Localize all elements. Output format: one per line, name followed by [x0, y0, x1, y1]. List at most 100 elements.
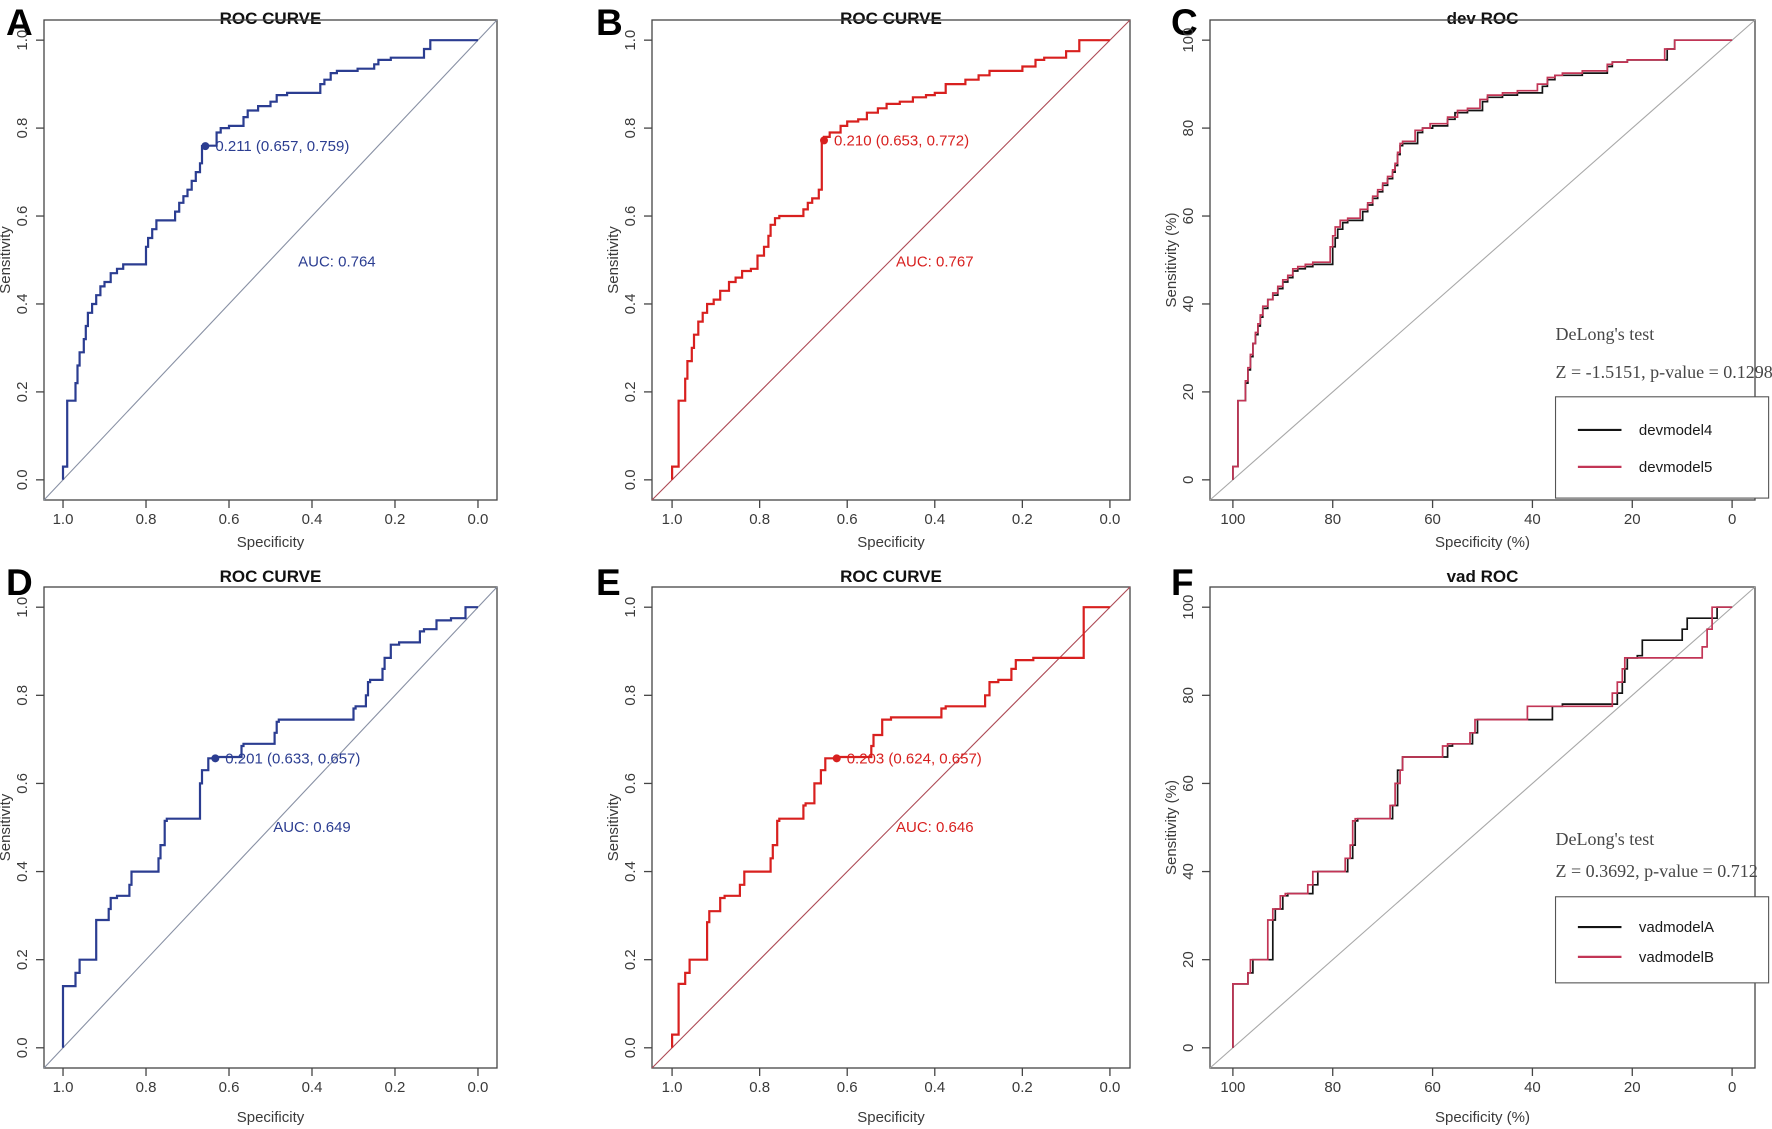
y-tick-label: 0.0 [14, 469, 31, 490]
y-axis-label: Sensitivity [605, 226, 622, 294]
x-tick-label: 80 [1324, 511, 1341, 528]
roc-curve-ROC [671, 606, 1110, 1048]
legend-label-vadmodelA: vadmodelA [1639, 919, 1714, 936]
delong-test-line-2: Z = 0.3692, p-value = 0.712 [1556, 861, 1758, 881]
y-tick-label: 0.2 [622, 381, 639, 402]
panel-b: B ROC CURVE 1.0 0.8 0.6 0.4 0.2 0.0 0.0 0.2 0.4 0.… [570, 0, 1155, 562]
y-tick-label: 0.4 [14, 861, 31, 882]
x-tick-label: 0 [1728, 1079, 1736, 1096]
legend-box [1554, 896, 1770, 984]
x-tick-label: 0.4 [302, 511, 323, 528]
plot-frame [651, 586, 1131, 1069]
plot-title: ROC CURVE [220, 567, 322, 586]
plot-frame [1209, 19, 1756, 501]
plot-title: vad ROC [1447, 567, 1519, 586]
y-tick-label: 40 [1180, 863, 1197, 880]
y-tick-label: 80 [1180, 687, 1197, 704]
auc-label: AUC: 0.646 [896, 819, 974, 836]
y-tick-label: 0.4 [14, 294, 31, 315]
roc-curve-ROC [61, 39, 478, 480]
roc-curve-ROC [61, 606, 478, 1048]
panel-f-chart: vad ROC 100 80 60 40 20 0 0 20 40 60 80 100 Specifici… [1163, 567, 1770, 1126]
panel-e-letter: E [596, 562, 621, 603]
y-tick-label: 0.4 [622, 294, 639, 315]
y-tick-label: 1.0 [622, 30, 639, 51]
y-tick-label: 1.0 [14, 597, 31, 618]
x-tick-label: 0.8 [749, 1079, 770, 1096]
x-axis-label: Specificity [237, 1109, 305, 1126]
panel-a: A ROC CURVE 1.0 0.8 0.6 0.4 0.2 0.0 0.0 0.2 0.4 0.… [0, 0, 570, 562]
legend-box [1554, 396, 1770, 499]
threshold-point [201, 142, 210, 151]
y-tick-label: 0.2 [14, 949, 31, 970]
x-axis-label: Specificity [857, 1109, 925, 1126]
panel-e-chart: ROC CURVE 1.0 0.8 0.6 0.4 0.2 0.0 0.0 0.2 0.4 0.6 0… [605, 567, 1131, 1126]
threshold-point [820, 136, 829, 145]
y-tick-label: 1.0 [622, 597, 639, 618]
x-tick-label: 0.6 [219, 511, 240, 528]
auc-label: AUC: 0.649 [273, 819, 351, 836]
legend-label-devmodel4: devmodel4 [1639, 422, 1712, 439]
legend-label-devmodel5: devmodel5 [1639, 459, 1712, 476]
plot-frame [651, 19, 1131, 501]
y-tick-label: 0.6 [622, 773, 639, 794]
x-tick-label: 0.2 [385, 1079, 406, 1096]
diagonal-reference-line [651, 19, 1131, 501]
threshold-point [832, 754, 841, 763]
x-tick-label: 0.0 [1099, 1079, 1120, 1096]
delong-test-line-1: DeLong's test [1556, 829, 1655, 849]
delong-test-line-2: Z = -1.5151, p-value = 0.1298 [1556, 362, 1772, 382]
plot-frame [43, 19, 498, 501]
diagonal-reference-line [43, 586, 498, 1069]
y-tick-label: 0.0 [14, 1037, 31, 1058]
y-tick-label: 0.8 [14, 118, 31, 139]
y-tick-label: 0.8 [14, 685, 31, 706]
x-tick-label: 100 [1220, 1079, 1245, 1096]
x-tick-label: 0.2 [385, 511, 406, 528]
x-tick-label: 0.0 [468, 511, 489, 528]
threshold-label: 0.201 (0.633, 0.657) [225, 750, 360, 767]
y-tick-label: 40 [1180, 296, 1197, 313]
diagonal-reference-line [651, 586, 1131, 1069]
y-axis-label: Sensitivity (%) [1163, 212, 1180, 307]
y-tick-label: 100 [1180, 28, 1197, 53]
x-tick-label: 0.4 [924, 511, 945, 528]
y-tick-label: 0.8 [622, 685, 639, 706]
y-tick-label: 0.2 [14, 381, 31, 402]
plot-title: ROC CURVE [840, 9, 942, 28]
y-tick-label: 0.6 [622, 206, 639, 227]
x-tick-label: 100 [1220, 511, 1245, 528]
panel-b-chart: ROC CURVE 1.0 0.8 0.6 0.4 0.2 0.0 0.0 0.2 0.4 0.6 0… [605, 9, 1131, 551]
x-axis-label: Specificity (%) [1435, 1109, 1530, 1126]
plot-title: ROC CURVE [840, 567, 942, 586]
x-tick-label: 0.2 [1012, 1079, 1033, 1096]
y-tick-label: 20 [1180, 951, 1197, 968]
plot-frame [1209, 586, 1756, 1069]
x-tick-label: 1.0 [662, 511, 683, 528]
y-tick-label: 0.6 [14, 773, 31, 794]
panel-a-chart: ROC CURVE 1.0 0.8 0.6 0.4 0.2 0.0 0.0 0.2 0.4 0.6 0… [0, 9, 498, 551]
x-axis-label: Specificity [237, 534, 305, 551]
x-tick-label: 0.2 [1012, 511, 1033, 528]
x-tick-label: 0.6 [219, 1079, 240, 1096]
legend-label-vadmodelB: vadmodelB [1639, 949, 1714, 966]
roc-curve-ROC [671, 39, 1110, 480]
y-axis-label: Sensitivity [0, 226, 14, 294]
x-tick-label: 1.0 [662, 1079, 683, 1096]
threshold-label: 0.210 (0.653, 0.772) [834, 132, 969, 149]
panel-c-letter: C [1171, 2, 1198, 43]
y-tick-label: 0.0 [622, 469, 639, 490]
y-tick-label: 0.2 [622, 949, 639, 970]
diagonal-reference-line [1209, 586, 1756, 1069]
x-tick-label: 40 [1524, 1079, 1541, 1096]
x-tick-label: 0.0 [1099, 511, 1120, 528]
y-tick-label: 20 [1180, 384, 1197, 401]
panel-a-letter: A [6, 2, 33, 43]
panel-d-chart: ROC CURVE 1.0 0.8 0.6 0.4 0.2 0.0 0.0 0.2 0.4 0.6 0… [0, 567, 498, 1126]
delong-test-line-1: DeLong's test [1556, 324, 1655, 344]
auc-label: AUC: 0.767 [896, 254, 974, 271]
y-tick-label: 0.0 [622, 1037, 639, 1058]
auc-label: AUC: 0.764 [298, 254, 376, 271]
x-tick-label: 1.0 [53, 1079, 74, 1096]
y-tick-label: 0 [1180, 1044, 1197, 1052]
